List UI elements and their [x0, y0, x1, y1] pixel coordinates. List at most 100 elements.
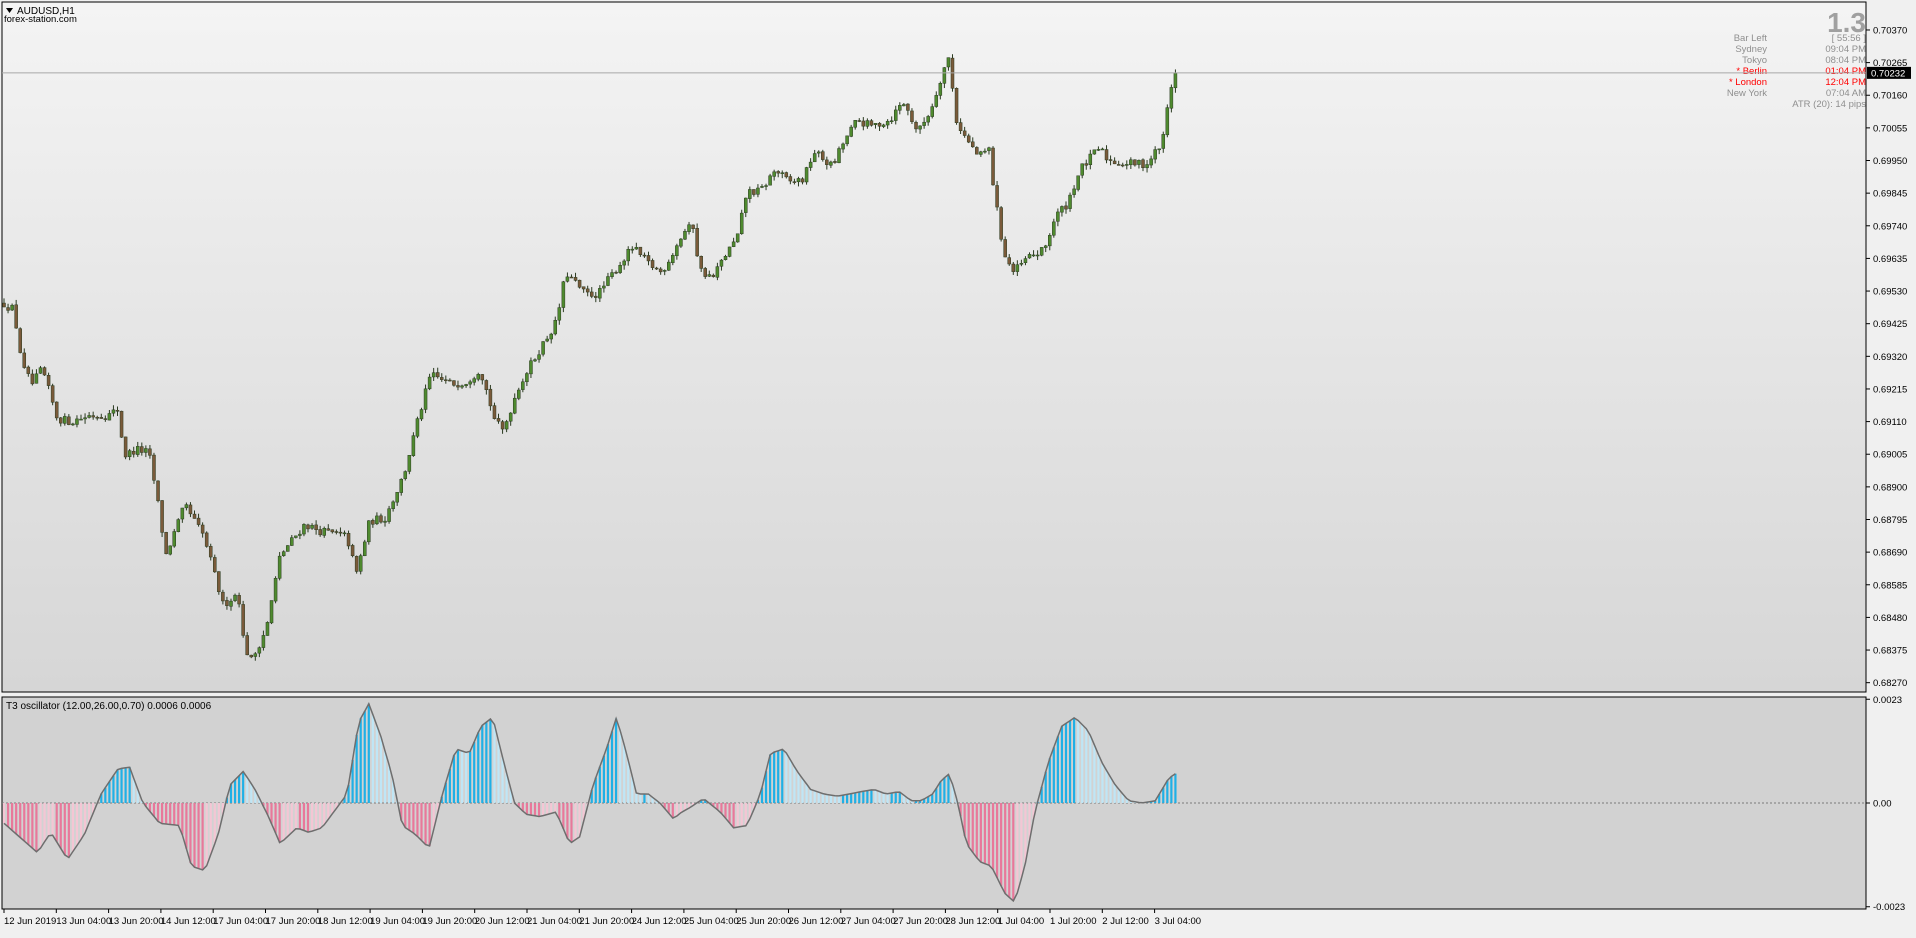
candle-body: [1141, 159, 1145, 169]
candle-body: [435, 372, 440, 378]
candle-body: [2, 302, 6, 308]
candle-body: [788, 176, 793, 182]
candle-body: [837, 148, 841, 164]
candle-body: [918, 125, 922, 130]
time-tick-label: 28 Jun 12:00: [945, 916, 1000, 927]
candle-body: [277, 555, 282, 579]
candle-body: [403, 471, 408, 479]
candle-body: [857, 120, 862, 122]
candle-body: [1027, 254, 1032, 259]
osc-tick-label: 0.00: [1873, 799, 1892, 810]
osc-tick-label: -0.0023: [1873, 902, 1905, 913]
time-tick-label: 19 Jun 04:00: [370, 916, 425, 927]
candle-body: [525, 373, 529, 383]
candle-body: [565, 276, 570, 282]
candle-body: [1116, 164, 1121, 166]
candle-body: [1161, 134, 1166, 149]
candle-body: [711, 274, 716, 277]
candle-body: [995, 185, 999, 208]
candle-body: [569, 276, 574, 279]
candle-body: [383, 520, 387, 523]
candle-body: [602, 285, 606, 289]
info-value: 08:04 PM: [1825, 55, 1866, 66]
candle-body: [723, 256, 728, 260]
time-tick-label: 24 Jun 12:00: [632, 916, 687, 927]
candle-body: [869, 120, 874, 126]
candle-body: [667, 261, 671, 271]
candle-body: [103, 418, 108, 420]
symbol-title: AUDUSD,H1: [17, 6, 75, 17]
candle-body: [885, 120, 890, 126]
candle-body: [1112, 160, 1117, 165]
candle-body: [180, 507, 185, 520]
candle-body: [808, 161, 813, 168]
candle-body: [91, 415, 95, 418]
candle-body: [83, 417, 87, 420]
candle-body: [346, 533, 351, 547]
candle-body: [50, 385, 55, 403]
candle-body: [1019, 263, 1024, 265]
candle-body: [650, 260, 655, 268]
candle-body: [816, 151, 821, 154]
candle-body: [975, 147, 979, 155]
info-label: ATR (20): 14 pips: [1792, 99, 1866, 110]
candle-body: [1145, 164, 1149, 169]
candle-body: [241, 604, 245, 636]
candle-body: [1165, 107, 1170, 136]
candle-body: [176, 519, 181, 532]
info-label: * London: [1729, 77, 1767, 88]
candle-body: [99, 417, 104, 419]
candle-body: [796, 178, 801, 183]
candle-body: [521, 381, 525, 390]
candle-body: [1129, 159, 1133, 166]
candle-body: [379, 515, 383, 523]
candle-body: [460, 385, 464, 388]
price-tick-label: 0.70370: [1873, 25, 1907, 36]
candle-body: [6, 307, 10, 311]
candle-body: [812, 153, 817, 163]
candle-body: [131, 450, 136, 455]
time-tick-label: 2 Jul 12:00: [1102, 916, 1148, 927]
candle-body: [217, 571, 221, 593]
candle-body: [1125, 164, 1129, 166]
candle-body: [1007, 257, 1011, 265]
candle-body: [330, 529, 335, 533]
candle-body: [825, 159, 829, 165]
candle-body: [549, 333, 553, 340]
candle-body: [152, 454, 156, 481]
candle-body: [942, 67, 947, 84]
candle-body: [865, 120, 870, 127]
candle-body: [444, 379, 448, 382]
candle-body: [375, 515, 379, 525]
candle-body: [679, 238, 683, 247]
candle-body: [322, 527, 326, 536]
price-tick-label: 0.69845: [1873, 189, 1907, 200]
candle-body: [971, 141, 975, 148]
candle-body: [233, 594, 237, 601]
price-tick-label: 0.68375: [1873, 646, 1907, 657]
candle-body: [792, 181, 797, 183]
info-value: 07:04 AM: [1826, 88, 1866, 99]
candle-body: [1169, 87, 1174, 109]
candle-body: [1068, 194, 1072, 209]
candle-body: [269, 600, 274, 624]
candle-body: [488, 388, 493, 407]
candle-body: [500, 421, 505, 430]
candle-body: [707, 274, 712, 277]
osc-signal-line: [3, 702, 1176, 903]
candle-body: [1023, 258, 1028, 263]
candle-body: [310, 524, 314, 529]
candle-body: [764, 185, 768, 187]
candle-body: [407, 455, 412, 472]
candle-body: [480, 374, 485, 381]
candle-body: [415, 418, 420, 437]
candle-body: [983, 150, 987, 153]
candle-body: [448, 379, 452, 382]
candle-body: [367, 520, 371, 543]
candle-body: [419, 409, 424, 420]
candle-body: [71, 423, 75, 426]
chart-menu-triangle-icon[interactable]: [6, 8, 13, 13]
candle-body: [654, 267, 659, 270]
